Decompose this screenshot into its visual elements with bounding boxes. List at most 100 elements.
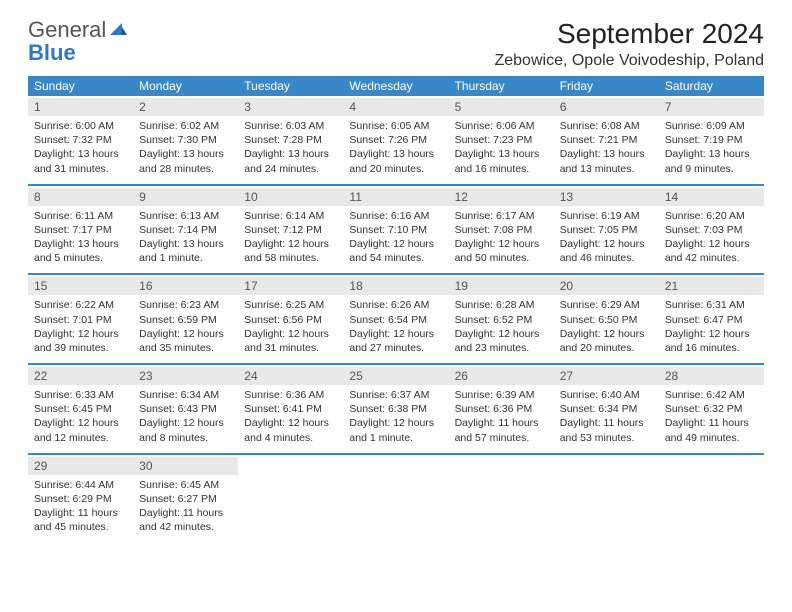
day2-line: and 45 minutes. xyxy=(34,520,127,534)
day-cell: 7Sunrise: 6:09 AMSunset: 7:19 PMDaylight… xyxy=(659,96,764,184)
day2-line: and 39 minutes. xyxy=(34,341,127,355)
day-cell: 20Sunrise: 6:29 AMSunset: 6:50 PMDayligh… xyxy=(554,275,659,363)
day1-line: Daylight: 11 hours xyxy=(34,506,127,520)
day2-line: and 23 minutes. xyxy=(455,341,548,355)
sunrise-line: Sunrise: 6:34 AM xyxy=(139,388,232,402)
day1-line: Daylight: 12 hours xyxy=(244,327,337,341)
week-row: 15Sunrise: 6:22 AMSunset: 7:01 PMDayligh… xyxy=(28,275,764,365)
sunset-line: Sunset: 6:29 PM xyxy=(34,492,127,506)
day1-line: Daylight: 12 hours xyxy=(665,237,758,251)
day2-line: and 1 minute. xyxy=(139,251,232,265)
day1-line: Daylight: 12 hours xyxy=(455,327,548,341)
day2-line: and 4 minutes. xyxy=(244,431,337,445)
day1-line: Daylight: 13 hours xyxy=(139,147,232,161)
day-cell: 23Sunrise: 6:34 AMSunset: 6:43 PMDayligh… xyxy=(133,365,238,453)
location: Zebowice, Opole Voivodeship, Poland xyxy=(494,52,764,70)
day-cell: 21Sunrise: 6:31 AMSunset: 6:47 PMDayligh… xyxy=(659,275,764,363)
day2-line: and 9 minutes. xyxy=(665,162,758,176)
sunset-line: Sunset: 7:23 PM xyxy=(455,133,548,147)
day-number: 15 xyxy=(28,277,133,295)
sunrise-line: Sunrise: 6:16 AM xyxy=(349,209,442,223)
day-cell xyxy=(554,455,659,543)
month-title: September 2024 xyxy=(494,18,764,50)
day-cell xyxy=(238,455,343,543)
day-number: 21 xyxy=(659,277,764,295)
day2-line: and 31 minutes. xyxy=(244,341,337,355)
sunrise-line: Sunrise: 6:13 AM xyxy=(139,209,232,223)
sunset-line: Sunset: 7:30 PM xyxy=(139,133,232,147)
day2-line: and 20 minutes. xyxy=(349,162,442,176)
day2-line: and 5 minutes. xyxy=(34,251,127,265)
day1-line: Daylight: 11 hours xyxy=(560,416,653,430)
sunrise-line: Sunrise: 6:29 AM xyxy=(560,298,653,312)
sunset-line: Sunset: 7:12 PM xyxy=(244,223,337,237)
day-number: 24 xyxy=(238,367,343,385)
day-number: 3 xyxy=(238,98,343,116)
sunset-line: Sunset: 6:38 PM xyxy=(349,402,442,416)
dow-tuesday: Tuesday xyxy=(238,76,343,96)
sunrise-line: Sunrise: 6:26 AM xyxy=(349,298,442,312)
day-number: 9 xyxy=(133,188,238,206)
day1-line: Daylight: 12 hours xyxy=(244,237,337,251)
sunrise-line: Sunrise: 6:20 AM xyxy=(665,209,758,223)
day-number: 7 xyxy=(659,98,764,116)
sunset-line: Sunset: 7:17 PM xyxy=(34,223,127,237)
sunset-line: Sunset: 7:08 PM xyxy=(455,223,548,237)
day-number: 1 xyxy=(28,98,133,116)
sunset-line: Sunset: 7:10 PM xyxy=(349,223,442,237)
day1-line: Daylight: 12 hours xyxy=(139,416,232,430)
day-cell: 9Sunrise: 6:13 AMSunset: 7:14 PMDaylight… xyxy=(133,186,238,274)
day2-line: and 13 minutes. xyxy=(560,162,653,176)
sunset-line: Sunset: 6:32 PM xyxy=(665,402,758,416)
sunset-line: Sunset: 7:03 PM xyxy=(665,223,758,237)
day2-line: and 46 minutes. xyxy=(560,251,653,265)
sunrise-line: Sunrise: 6:45 AM xyxy=(139,478,232,492)
day1-line: Daylight: 12 hours xyxy=(560,327,653,341)
day-cell: 15Sunrise: 6:22 AMSunset: 7:01 PMDayligh… xyxy=(28,275,133,363)
day-number: 19 xyxy=(449,277,554,295)
day1-line: Daylight: 12 hours xyxy=(34,416,127,430)
day1-line: Daylight: 13 hours xyxy=(349,147,442,161)
day1-line: Daylight: 12 hours xyxy=(349,327,442,341)
day1-line: Daylight: 12 hours xyxy=(455,237,548,251)
week-row: 29Sunrise: 6:44 AMSunset: 6:29 PMDayligh… xyxy=(28,455,764,543)
sunrise-line: Sunrise: 6:06 AM xyxy=(455,119,548,133)
sunrise-line: Sunrise: 6:14 AM xyxy=(244,209,337,223)
dow-thursday: Thursday xyxy=(449,76,554,96)
day1-line: Daylight: 13 hours xyxy=(34,147,127,161)
dow-saturday: Saturday xyxy=(659,76,764,96)
day2-line: and 16 minutes. xyxy=(665,341,758,355)
day1-line: Daylight: 13 hours xyxy=(455,147,548,161)
day1-line: Daylight: 13 hours xyxy=(139,237,232,251)
sail-icon xyxy=(108,21,128,37)
sunrise-line: Sunrise: 6:23 AM xyxy=(139,298,232,312)
day-cell: 11Sunrise: 6:16 AMSunset: 7:10 PMDayligh… xyxy=(343,186,448,274)
sunrise-line: Sunrise: 6:19 AM xyxy=(560,209,653,223)
day1-line: Daylight: 12 hours xyxy=(34,327,127,341)
dow-wednesday: Wednesday xyxy=(343,76,448,96)
title-block: September 2024 Zebowice, Opole Voivodesh… xyxy=(494,18,764,70)
day1-line: Daylight: 13 hours xyxy=(560,147,653,161)
day-cell: 27Sunrise: 6:40 AMSunset: 6:34 PMDayligh… xyxy=(554,365,659,453)
sunset-line: Sunset: 6:36 PM xyxy=(455,402,548,416)
day1-line: Daylight: 13 hours xyxy=(665,147,758,161)
day2-line: and 42 minutes. xyxy=(665,251,758,265)
sunset-line: Sunset: 6:52 PM xyxy=(455,313,548,327)
day2-line: and 57 minutes. xyxy=(455,431,548,445)
day2-line: and 54 minutes. xyxy=(349,251,442,265)
day-number: 4 xyxy=(343,98,448,116)
header: General Blue September 2024 Zebowice, Op… xyxy=(28,18,764,70)
day-cell: 16Sunrise: 6:23 AMSunset: 6:59 PMDayligh… xyxy=(133,275,238,363)
sunrise-line: Sunrise: 6:17 AM xyxy=(455,209,548,223)
day-cell: 17Sunrise: 6:25 AMSunset: 6:56 PMDayligh… xyxy=(238,275,343,363)
day-number: 12 xyxy=(449,188,554,206)
day2-line: and 49 minutes. xyxy=(665,431,758,445)
day-cell xyxy=(659,455,764,543)
sunset-line: Sunset: 6:27 PM xyxy=(139,492,232,506)
day1-line: Daylight: 12 hours xyxy=(349,416,442,430)
day-number: 27 xyxy=(554,367,659,385)
day-cell: 29Sunrise: 6:44 AMSunset: 6:29 PMDayligh… xyxy=(28,455,133,543)
sunrise-line: Sunrise: 6:05 AM xyxy=(349,119,442,133)
sunrise-line: Sunrise: 6:42 AM xyxy=(665,388,758,402)
day-number: 25 xyxy=(343,367,448,385)
